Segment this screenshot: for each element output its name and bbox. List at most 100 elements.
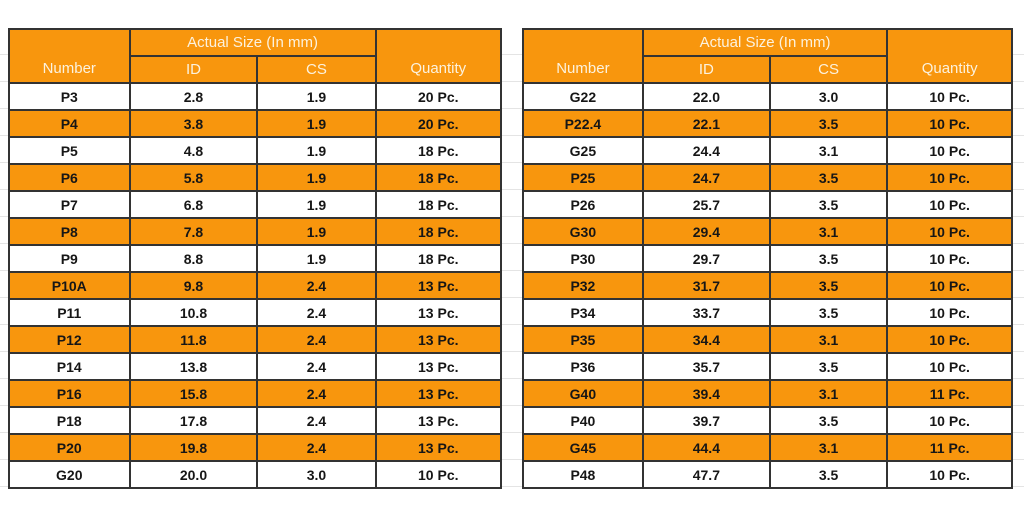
table-row: G30 29.4 3.1 10 Pc. (522, 217, 1013, 246)
table-row: P7 6.8 1.9 18 Pc. (8, 190, 503, 219)
cell-quantity: 11 Pc. (886, 433, 1013, 462)
header-actual-size: Actual Size (In mm) (641, 28, 889, 57)
cell-number: G40 (522, 379, 644, 408)
cell-cs: 3.5 (768, 298, 889, 327)
table-row: P8 7.8 1.9 18 Pc. (8, 217, 503, 246)
cell-id: 19.8 (128, 433, 259, 462)
table-row: P18 17.8 2.4 13 Pc. (8, 406, 503, 435)
cell-number: P36 (522, 352, 644, 381)
cell-id: 29.4 (641, 217, 771, 246)
table-row: P25 24.7 3.5 10 Pc. (522, 163, 1013, 192)
table-row: P26 25.7 3.5 10 Pc. (522, 190, 1013, 219)
cell-quantity: 10 Pc. (886, 271, 1013, 300)
cell-cs: 3.5 (768, 352, 889, 381)
cell-id: 31.7 (641, 271, 771, 300)
cell-cs: 1.9 (256, 82, 377, 111)
table-row: P4 3.8 1.9 20 Pc. (8, 109, 503, 138)
cell-id: 9.8 (128, 271, 259, 300)
cell-id: 2.8 (128, 82, 259, 111)
cell-id: 7.8 (128, 217, 259, 246)
table-row: P16 15.8 2.4 13 Pc. (8, 379, 503, 408)
cell-id: 35.7 (641, 352, 771, 381)
table-row: P10A 9.8 2.4 13 Pc. (8, 271, 503, 300)
cell-quantity: 13 Pc. (374, 433, 503, 462)
cell-number: P3 (8, 82, 131, 111)
cell-quantity: 18 Pc. (374, 163, 503, 192)
cell-number: G22 (522, 82, 644, 111)
cell-number: P25 (522, 163, 644, 192)
cell-number: P7 (8, 190, 131, 219)
table-row: P30 29.7 3.5 10 Pc. (522, 244, 1013, 273)
cell-id: 24.4 (641, 136, 771, 165)
cell-id: 29.7 (641, 244, 771, 273)
header-id: ID (128, 55, 259, 84)
cell-id: 20.0 (128, 460, 259, 489)
cell-id: 33.7 (641, 298, 771, 327)
cell-number: P12 (8, 325, 131, 354)
left-table-header: Number Actual Size (In mm) Quantity ID C… (8, 28, 503, 84)
cell-quantity: 13 Pc. (374, 271, 503, 300)
cell-id: 22.1 (641, 109, 771, 138)
cell-cs: 1.9 (256, 136, 377, 165)
cell-number: P18 (8, 406, 131, 435)
cell-quantity: 20 Pc. (374, 109, 503, 138)
cell-quantity: 10 Pc. (374, 460, 503, 489)
cell-cs: 3.0 (768, 82, 889, 111)
cell-cs: 3.1 (768, 136, 889, 165)
cell-cs: 2.4 (256, 379, 377, 408)
cell-cs: 3.5 (768, 460, 889, 489)
cell-cs: 3.5 (768, 406, 889, 435)
header-cs: CS (768, 55, 889, 84)
cell-cs: 1.9 (256, 163, 377, 192)
right-size-table-body: G22 22.0 3.0 10 Pc. P22.4 22.1 3.5 10 Pc. G25 24.… (522, 82, 1013, 489)
cell-id: 47.7 (641, 460, 771, 489)
cell-id: 39.7 (641, 406, 771, 435)
cell-id: 44.4 (641, 433, 771, 462)
cell-number: P26 (522, 190, 644, 219)
cell-quantity: 10 Pc. (886, 325, 1013, 354)
cell-number: P22.4 (522, 109, 644, 138)
table-row: G45 44.4 3.1 11 Pc. (522, 433, 1013, 462)
cell-number: P10A (8, 271, 131, 300)
cell-number: G25 (522, 136, 644, 165)
header-row-sub: ID CS (523, 55, 1012, 84)
table-row: P35 34.4 3.1 10 Pc. (522, 325, 1013, 354)
cell-number: P40 (522, 406, 644, 435)
right-table-header: Number Actual Size (In mm) Quantity ID C… (522, 28, 1013, 84)
table-row: P14 13.8 2.4 13 Pc. (8, 352, 503, 381)
cell-id: 10.8 (128, 298, 259, 327)
cell-cs: 2.4 (256, 271, 377, 300)
header-actual-size: Actual Size (In mm) (128, 28, 377, 57)
cell-cs: 2.4 (256, 325, 377, 354)
table-row: P20 19.8 2.4 13 Pc. (8, 433, 503, 462)
cell-quantity: 10 Pc. (886, 136, 1013, 165)
cell-number: G30 (522, 217, 644, 246)
cell-quantity: 10 Pc. (886, 244, 1013, 273)
cell-number: P6 (8, 163, 131, 192)
cell-number: P30 (522, 244, 644, 273)
cell-quantity: 13 Pc. (374, 352, 503, 381)
cell-cs: 3.1 (768, 325, 889, 354)
cell-number: P32 (522, 271, 644, 300)
table-row: P36 35.7 3.5 10 Pc. (522, 352, 1013, 381)
cell-cs: 3.1 (768, 379, 889, 408)
header-row-top: Number Actual Size (In mm) Quantity (8, 28, 503, 84)
cell-id: 8.8 (128, 244, 259, 273)
header-id: ID (641, 55, 771, 84)
cell-quantity: 13 Pc. (374, 379, 503, 408)
cell-cs: 3.5 (768, 244, 889, 273)
cell-id: 3.8 (128, 109, 259, 138)
header-number: Number (522, 28, 644, 84)
left-size-table-body: P3 2.8 1.9 20 Pc. P4 3.8 1.9 20 Pc. P5 4.8 1.9 18 P… (8, 82, 503, 489)
table-row: G40 39.4 3.1 11 Pc. (522, 379, 1013, 408)
cell-number: G45 (522, 433, 644, 462)
table-row: P11 10.8 2.4 13 Pc. (8, 298, 503, 327)
cell-quantity: 10 Pc. (886, 163, 1013, 192)
cell-cs: 3.5 (768, 271, 889, 300)
cell-cs: 3.5 (768, 109, 889, 138)
left-size-table: Number Actual Size (In mm) Quantity ID C… (8, 28, 503, 489)
right-size-table: Number Actual Size (In mm) Quantity ID C… (522, 28, 1013, 489)
table-row: P12 11.8 2.4 13 Pc. (8, 325, 503, 354)
header-cs: CS (256, 55, 377, 84)
cell-cs: 1.9 (256, 190, 377, 219)
